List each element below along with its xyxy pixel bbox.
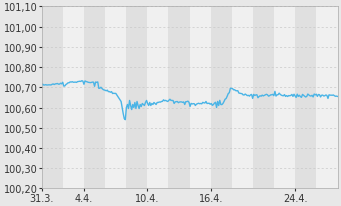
Bar — [190, 7, 211, 188]
Bar — [211, 7, 232, 188]
Bar — [105, 7, 126, 188]
Bar — [232, 7, 253, 188]
Bar — [84, 7, 105, 188]
Bar — [253, 7, 274, 188]
Bar — [316, 7, 338, 188]
Bar — [168, 7, 190, 188]
Bar — [147, 7, 168, 188]
Bar — [63, 7, 84, 188]
Bar — [274, 7, 295, 188]
Bar — [295, 7, 316, 188]
Bar — [42, 7, 63, 188]
Bar — [126, 7, 147, 188]
